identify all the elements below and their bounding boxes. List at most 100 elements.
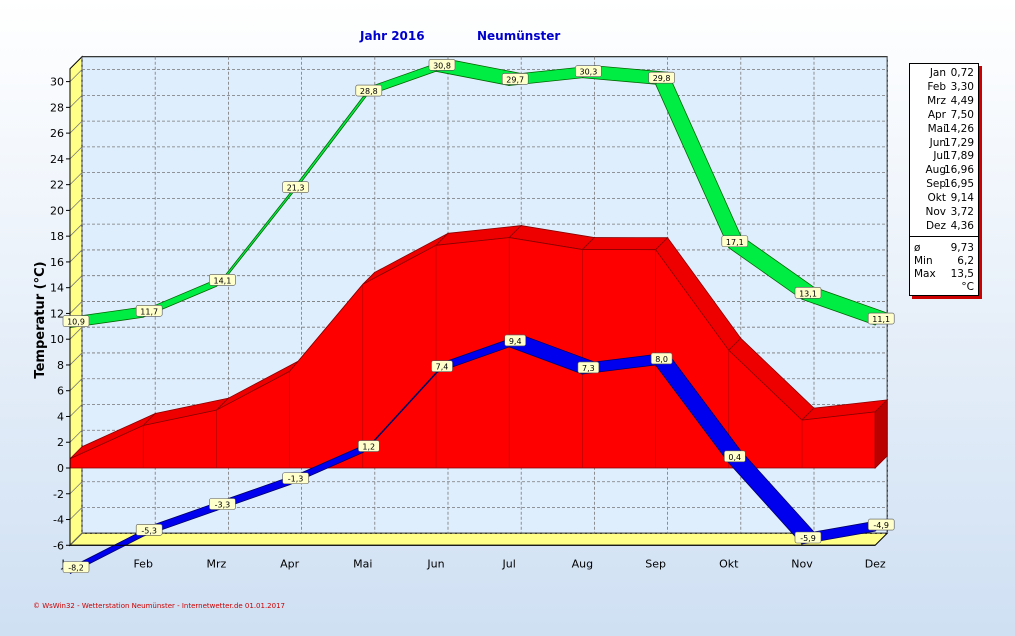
grid-line-wall xyxy=(69,404,83,417)
legend-value: 4,36 xyxy=(950,219,974,232)
min-label-box xyxy=(209,498,236,510)
legend-month: Okt xyxy=(927,192,946,205)
max-label-box xyxy=(721,235,749,248)
max-label-box xyxy=(355,84,383,97)
y-tick-label: 4 xyxy=(57,410,64,423)
grid-line-wall xyxy=(69,95,83,108)
max-data-label: 21,3 xyxy=(287,184,305,193)
legend-row: Apr 7,50 xyxy=(910,109,978,122)
min-label-box xyxy=(431,360,453,372)
grid-line-wall xyxy=(69,352,83,366)
legend-row: Sep 16,95 xyxy=(910,178,978,191)
grid-line-wall xyxy=(69,429,83,443)
legend-row: Mai 14,26 xyxy=(910,123,978,136)
legend-month: Jan xyxy=(929,67,946,79)
legend-value: 14,26 xyxy=(943,122,974,135)
min-label-box xyxy=(723,450,746,463)
legend-row: Aug 16,96 xyxy=(910,164,978,177)
y-axis-label: Temperatur (°C) xyxy=(33,261,48,378)
grid-line-wall xyxy=(69,249,83,263)
x-tick-label: Jul xyxy=(502,557,516,570)
mean-area-top xyxy=(581,237,669,251)
max-data-label: 11,1 xyxy=(872,315,890,324)
max-label-box xyxy=(135,305,163,317)
legend-month: Jun xyxy=(929,136,946,149)
min-data-label: 0,4 xyxy=(728,453,741,462)
legend-stat-value: 13,5 xyxy=(950,268,974,280)
max-label-box xyxy=(794,286,822,299)
min-data-label: 8,0 xyxy=(655,355,668,364)
grid-line-wall xyxy=(69,326,83,340)
x-tick-label: Feb xyxy=(133,557,152,570)
max-label-box xyxy=(282,181,309,193)
x-tick-label: Okt xyxy=(719,557,739,570)
legend-value: 16,95 xyxy=(943,178,974,191)
legend-month: Apr xyxy=(927,108,946,121)
plot-floor xyxy=(68,532,889,546)
grid-line-wall xyxy=(69,507,83,520)
legend-month: Dez xyxy=(925,219,946,232)
min-label-box xyxy=(650,352,673,365)
legend-value: 9,14 xyxy=(950,192,974,205)
min-label-box xyxy=(867,518,895,531)
y-tick-label: 26 xyxy=(50,127,64,140)
max-label-box xyxy=(428,58,456,71)
y-tick-label: 24 xyxy=(50,153,64,166)
legend-month: Nov xyxy=(925,206,947,218)
x-tick-label: Mrz xyxy=(207,557,227,570)
y-tick-label: -4 xyxy=(53,514,64,527)
grid-line-wall xyxy=(69,275,83,288)
y-tick-label: 10 xyxy=(50,333,64,346)
max-data-label: 10,9 xyxy=(67,318,85,327)
legend: Jan 0,72 Feb 3,30 Mrz 4,49 Apr 7,50 Mai 14,26 Jun 1… xyxy=(909,63,979,296)
x-tick-label: Sep xyxy=(645,557,666,570)
legend-row: Jan 0,72 xyxy=(910,67,978,80)
min-data-label: -4,9 xyxy=(873,521,889,530)
min-data-label: 9,4 xyxy=(509,337,522,346)
max-data-label: 17,1 xyxy=(726,238,744,247)
legend-stat-name: Max xyxy=(914,268,936,280)
legend-month: Feb xyxy=(927,80,946,93)
min-data-label: -1,3 xyxy=(288,475,304,484)
chart-subtitle: Neumünster xyxy=(477,29,560,43)
legend-value: 7,50 xyxy=(950,108,974,121)
legend-stat-row: Max 13,5 xyxy=(910,268,978,281)
grid-line-wall xyxy=(69,223,83,237)
min-label-box xyxy=(577,361,600,374)
legend-value: 4,49 xyxy=(950,94,974,107)
legend-stat-value: 6,2 xyxy=(957,255,974,267)
y-tick-label: 0 xyxy=(57,462,64,475)
y-tick-label: 18 xyxy=(50,230,64,243)
y-tick-label: -2 xyxy=(53,488,64,501)
legend-value: 3,72 xyxy=(950,206,974,218)
legend-value: 17,89 xyxy=(943,150,974,163)
x-tick-label: Dez xyxy=(865,557,886,570)
grid-line-wall xyxy=(69,172,83,185)
grid-line-wall xyxy=(69,481,83,495)
y-tick-label: 20 xyxy=(50,204,64,217)
legend-unit-text: °C xyxy=(961,281,974,293)
max-data-label: 29,8 xyxy=(653,74,671,83)
grid-line-wall xyxy=(69,301,83,314)
legend-unit: °C xyxy=(910,281,978,294)
min-data-label: -3,3 xyxy=(215,501,231,510)
max-label-box xyxy=(648,71,675,84)
legend-value: 17,29 xyxy=(943,136,974,149)
legend-row: Feb 3,30 xyxy=(910,81,978,94)
max-label-box xyxy=(62,315,90,327)
y-tick-label: 8 xyxy=(57,359,64,372)
legend-stat-value: 9,73 xyxy=(950,242,974,254)
legend-stat-row: Min 6,2 xyxy=(910,255,978,268)
y-tick-label: 16 xyxy=(50,256,64,269)
plot-left-wall xyxy=(69,55,83,547)
min-label-box xyxy=(504,334,527,347)
grid-line-wall xyxy=(69,146,83,160)
grid-line-wall xyxy=(69,69,83,82)
min-data-label: -5,9 xyxy=(800,534,816,543)
max-label-box xyxy=(209,274,236,286)
x-tick-label: Aug xyxy=(572,557,593,570)
min-data-label: -8,2 xyxy=(68,564,84,573)
min-data-label: 1,2 xyxy=(362,443,375,452)
max-data-label: 30,8 xyxy=(433,61,451,70)
legend-month: Mai xyxy=(927,122,946,135)
